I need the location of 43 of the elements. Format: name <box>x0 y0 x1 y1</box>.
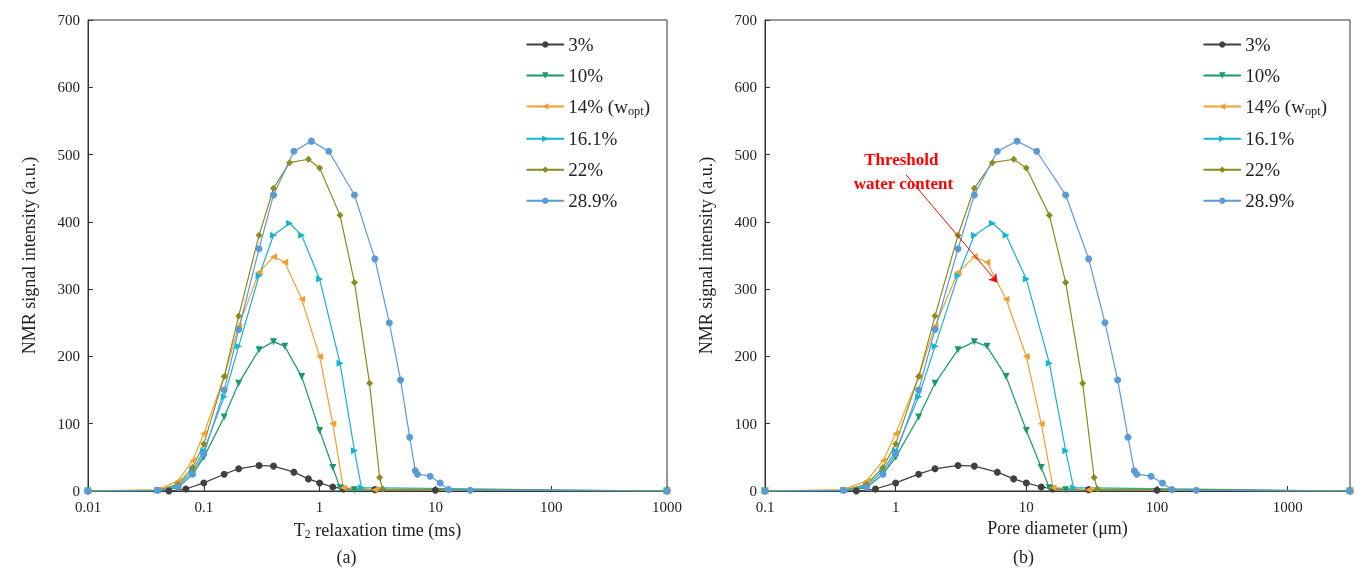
y-tick-label: 400 <box>734 213 757 230</box>
legend-label: 28.9% <box>1245 190 1295 212</box>
x-tick-label: 0.1 <box>755 498 775 515</box>
legend-label: 10% <box>1245 65 1281 86</box>
legend-label: 10% <box>568 65 604 86</box>
y-tick-label: 600 <box>57 79 80 96</box>
y-tick-label: 600 <box>734 79 757 96</box>
x-axis-title: Pore diameter (μm) <box>987 518 1128 539</box>
y-axis-title: NMR signal intensity (a.u.) <box>19 156 40 355</box>
legend-label: 22% <box>1245 159 1281 181</box>
y-tick-label: 200 <box>734 348 757 365</box>
y-tick-label: 500 <box>734 146 757 163</box>
x-tick-label: 0.01 <box>74 498 102 515</box>
y-axis-title: NMR signal intensity (a.u.) <box>696 156 717 355</box>
legend-label: 16.1% <box>1245 128 1295 150</box>
y-tick-label: 400 <box>57 213 80 230</box>
y-tick-label: 100 <box>57 415 80 432</box>
legend-label: 3% <box>568 34 594 55</box>
x-tick-label: 1 <box>891 498 900 515</box>
x-tick-label: 0.1 <box>194 498 214 515</box>
x-tick-label: 10 <box>427 498 443 515</box>
x-tick-label: 1000 <box>652 498 682 515</box>
legend-label: 28.9% <box>568 190 618 212</box>
text: (a) <box>336 547 357 568</box>
legend-label: 16.1% <box>568 128 618 150</box>
legend-label: 3% <box>1245 34 1271 55</box>
legend-label: 22% <box>568 159 604 181</box>
text: (b) <box>1013 547 1034 568</box>
x-tick-label: 1 <box>315 498 324 515</box>
annotation: Threshold water content <box>853 150 954 194</box>
x-tick-label: 10 <box>1018 498 1034 515</box>
y-tick-label: 200 <box>57 348 80 365</box>
y-tick-label: 700 <box>57 12 80 28</box>
x-tick-label: 100 <box>1145 498 1169 515</box>
y-tick-label: 300 <box>734 281 757 298</box>
x-tick-label: 1000 <box>1272 498 1303 515</box>
y-tick-label: 700 <box>734 12 757 28</box>
y-tick-label: 100 <box>734 415 757 432</box>
y-tick-label: 0 <box>749 483 757 499</box>
y-tick-label: 0 <box>72 483 80 499</box>
y-tick-label: 300 <box>57 281 80 298</box>
y-tick-label: 500 <box>57 146 80 163</box>
x-tick-label: 100 <box>539 498 563 515</box>
